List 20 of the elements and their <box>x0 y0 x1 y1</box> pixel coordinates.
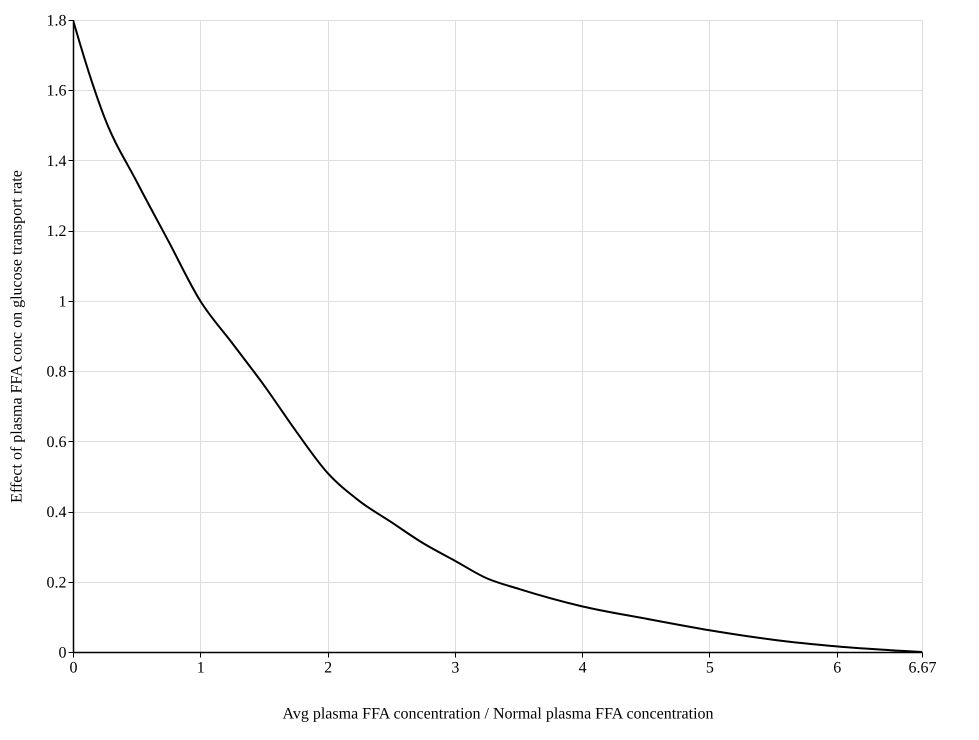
y-tick-label: 1.4 <box>46 152 66 170</box>
y-tick-label: 0.6 <box>46 434 66 451</box>
y-tick-label: 0.2 <box>46 574 66 592</box>
y-tick-label: 0 <box>58 644 66 662</box>
x-tick-label: 4 <box>578 660 587 676</box>
x-tick-label: 0 <box>70 660 78 676</box>
x-tick-label: 3 <box>451 660 460 676</box>
y-axis-title: Effect of plasma FFA conc on glucose transport rate <box>8 170 26 503</box>
x-tick-label: 6 <box>833 660 842 676</box>
y-tick-label: 0.4 <box>46 504 66 522</box>
x-tick-label: 5 <box>706 660 714 676</box>
x-tick-label: 2 <box>324 660 332 676</box>
y-tick-label: 0.8 <box>46 364 66 381</box>
y-tick-label: 1.6 <box>46 82 66 100</box>
y-tick-label: 1.8 <box>46 12 66 30</box>
x-tick-label: 1 <box>196 660 205 676</box>
x-tick-label: 6.67 <box>908 660 936 676</box>
x-axis-title: Avg plasma FFA concentration / Normal plasma FFA concentration <box>282 706 714 722</box>
y-tick-label: 1.2 <box>46 223 66 240</box>
y-tick-label: 1 <box>58 293 66 310</box>
